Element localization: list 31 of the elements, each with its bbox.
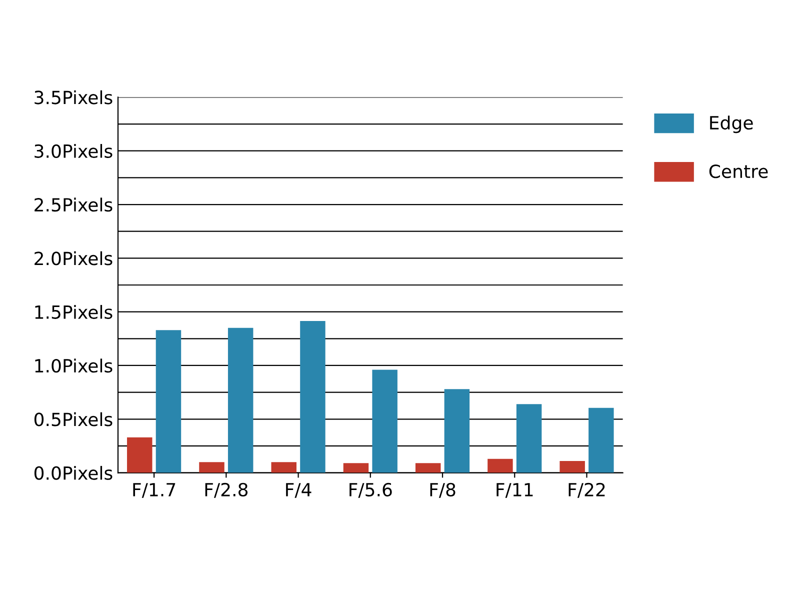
bar <box>343 463 369 473</box>
x-tick-label: F/5.6 <box>350 482 392 498</box>
legend-label: Centre <box>709 164 768 178</box>
bar <box>372 370 398 473</box>
y-tick-label: 3.5Pixels <box>34 90 112 104</box>
y-tick-label: 0.0Pixels <box>34 466 112 480</box>
bar <box>228 328 254 473</box>
x-tick-label: F/1.7 <box>133 483 176 498</box>
x-tick-label: F/22 <box>568 482 605 498</box>
x-tick-label: F/8 <box>430 482 456 498</box>
bar <box>199 462 224 473</box>
y-tick-label: 1.0Pixels <box>35 358 112 373</box>
bar <box>588 408 614 473</box>
bar <box>271 462 296 473</box>
legend-label: Edge <box>710 116 753 134</box>
y-tick-label: 3.0Pixels <box>34 144 112 158</box>
bar <box>560 460 585 473</box>
x-tick-label: F/11 <box>496 483 533 498</box>
bar <box>300 320 326 473</box>
y-tick-label: 0.5Pixels <box>34 412 112 426</box>
x-tick-label: F/2.8 <box>205 482 248 498</box>
y-tick-label: 1.5Pixels <box>35 304 112 319</box>
bar <box>156 330 182 473</box>
x-tick-label: F/4 <box>286 483 312 498</box>
bar <box>444 389 470 473</box>
y-tick-label: 2.5Pixels <box>34 198 112 212</box>
bar <box>488 458 513 473</box>
bar <box>516 404 542 473</box>
bar <box>415 463 441 473</box>
y-tick-label: 2.0Pixels <box>34 251 112 266</box>
bar <box>127 437 152 473</box>
